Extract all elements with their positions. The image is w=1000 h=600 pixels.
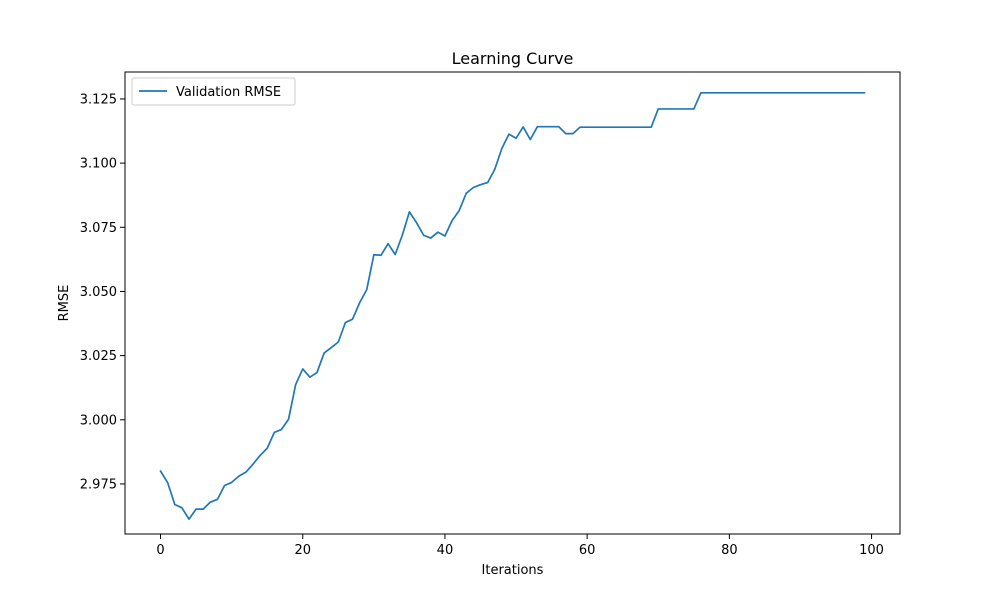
legend-box (131, 77, 296, 106)
y-tick-label: 3.125 (80, 92, 117, 107)
x-tick-label: 80 (721, 543, 738, 558)
chart-title: Learning Curve (452, 49, 574, 68)
legend-label-validation-rmse: Validation RMSE (176, 85, 281, 100)
x-tick-label: 40 (437, 543, 454, 558)
x-tick-label: 0 (156, 543, 164, 558)
x-tick-label: 60 (579, 543, 596, 558)
y-axis-label: RMSE (57, 285, 72, 322)
x-tick-label: 20 (294, 543, 311, 558)
y-tick-label: 3.000 (80, 413, 117, 428)
y-tick-label: 3.075 (80, 221, 117, 236)
legend: Validation RMSE (131, 77, 296, 106)
plot-area (124, 71, 901, 535)
y-tick-label: 2.975 (80, 477, 117, 492)
plot-frame (124, 71, 901, 535)
x-axis-label: Iterations (482, 563, 544, 578)
y-tick-label: 3.050 (80, 285, 117, 300)
y-axis: 2.975 3.000 3.025 3.050 3.075 3.100 3.125 (80, 92, 125, 492)
x-tick-label: 100 (859, 543, 884, 558)
y-tick-label: 3.100 (80, 157, 117, 172)
y-tick-label: 3.025 (80, 349, 117, 364)
x-axis: 0 20 40 60 80 100 (156, 534, 884, 558)
series-line-validation-rmse (159, 91, 866, 520)
